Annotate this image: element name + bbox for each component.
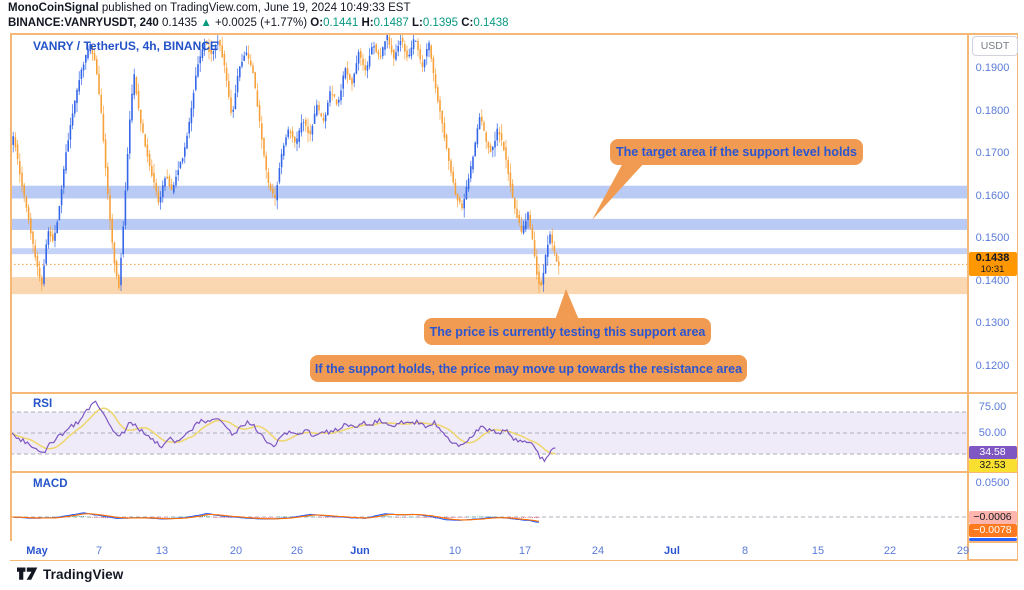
time-tick-15: 15	[811, 545, 825, 557]
price-tick-0.1300: 0.1300	[975, 317, 1010, 329]
up-arrow-icon: ▲	[200, 16, 212, 29]
high-label: H:	[361, 16, 374, 29]
separator-price-rsi	[10, 392, 1018, 394]
time-tick-7: 7	[95, 545, 103, 557]
time-tick-Jul: Jul	[664, 545, 680, 557]
time-axis[interactable]: May 7 13 20 26 Jun 10 17 24 Jul 8 15 22 29	[10, 541, 970, 560]
time-tick-26: 26	[290, 545, 304, 557]
price-tick-0.1400: 0.1400	[975, 274, 1010, 287]
time-tick-29: 29	[956, 545, 970, 557]
separator-price-scale	[967, 33, 969, 560]
close-value: 0.1438	[473, 16, 509, 29]
frame-right	[1016, 33, 1018, 560]
rsi-tick-50.00: 50.00	[978, 427, 1007, 439]
rsi-tick-75.00: 75.00	[978, 400, 1007, 413]
publish-info: published on TradingView.com, June 19, 2…	[98, 2, 411, 14]
low-value: 0.1395	[422, 16, 459, 29]
author-name: MonoCoinSignal	[8, 2, 99, 14]
macd-line-badge: −0.0078	[968, 524, 1017, 537]
annotation-support-holds[interactable]: If the support holds, the price may move…	[310, 355, 747, 382]
tradingview-logo-icon	[17, 567, 38, 580]
price-tick-0.1700: 0.1700	[975, 147, 1010, 159]
time-tick-May: May	[26, 545, 48, 557]
price-tick-0.1800: 0.1800	[975, 104, 1010, 117]
close-label: C:	[461, 16, 474, 29]
rsi-value-badge: 34.58	[968, 446, 1017, 459]
symbol-name: BINANCE:VANRYUSDT, 240	[8, 16, 159, 29]
price-tick-0.1600: 0.1600	[975, 189, 1010, 202]
time-tick-24: 24	[591, 545, 605, 557]
symbol-status-line: BINANCE:VANRYUSDT, 240 0.1435 ▲ +0.0025 …	[8, 17, 509, 29]
frame-top	[10, 33, 1018, 35]
time-tick-8: 8	[741, 545, 749, 557]
time-tick-Jun: Jun	[350, 545, 370, 557]
macd-signal-badge	[968, 537, 1017, 541]
open-value: 0.1441	[323, 16, 359, 29]
annotation-target-area[interactable]: The target area if the support level hol…	[610, 139, 863, 165]
tradingview-logo-text: TradingView	[43, 566, 124, 582]
last-price-badge: 0.1438 10:31	[968, 252, 1017, 276]
open-label: O:	[310, 16, 324, 29]
time-tick-17: 17	[518, 545, 532, 557]
frame-left	[10, 33, 12, 560]
currency-toggle-button[interactable]: USDT	[972, 36, 1018, 56]
last-price-badge-value: 0.1438	[975, 252, 1010, 264]
macd-pane-label[interactable]: MACD	[33, 478, 68, 490]
time-tick-13: 13	[155, 545, 169, 557]
last-price: 0.1435	[162, 16, 198, 29]
chart-legend[interactable]: VANRY / TetherUS, 4h, BINANCE	[33, 39, 218, 53]
high-value: 0.1487	[373, 16, 409, 29]
bar-countdown: 10:31	[980, 263, 1005, 275]
rsi-ma-value-badge: 32.53	[968, 459, 1017, 472]
price-tick-0.1500: 0.1500	[975, 232, 1010, 244]
time-tick-20: 20	[229, 545, 243, 557]
rsi-pane-label[interactable]: RSI	[33, 398, 53, 410]
price-tick-0.1200: 0.1200	[975, 359, 1010, 372]
macd-histogram-badge: −0.0006	[968, 511, 1017, 524]
macd-tick-0.0500: 0.0500	[975, 477, 1010, 489]
publish-byline: MonoCoinSignal published on TradingView.…	[8, 2, 411, 14]
price-tick-0.1900: 0.1900	[975, 62, 1010, 74]
time-tick-10: 10	[448, 545, 462, 557]
tradingview-logo: TradingView	[17, 566, 123, 582]
callout-pointer-support-test	[555, 289, 579, 320]
price-change: +0.0025 (+1.77%)	[215, 16, 308, 29]
separator-rsi-macd	[10, 471, 1018, 473]
annotation-support-test[interactable]: The price is currently testing this supp…	[424, 318, 711, 345]
callout-pointer-target-area	[592, 161, 646, 220]
low-label: L:	[411, 16, 423, 29]
time-tick-22: 22	[883, 545, 897, 557]
